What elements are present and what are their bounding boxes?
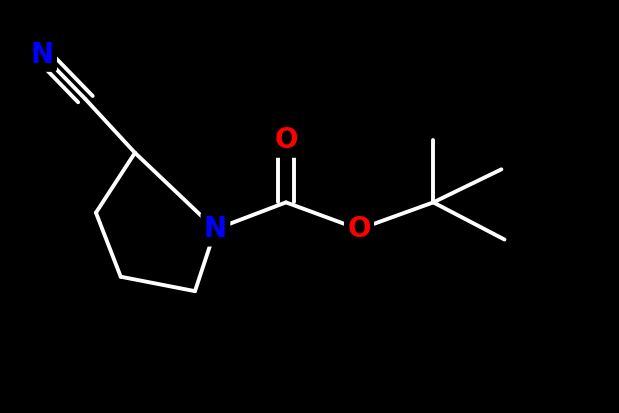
Text: N: N bbox=[30, 40, 54, 69]
Text: O: O bbox=[274, 126, 298, 154]
Text: N: N bbox=[204, 215, 227, 243]
Text: O: O bbox=[347, 215, 371, 243]
